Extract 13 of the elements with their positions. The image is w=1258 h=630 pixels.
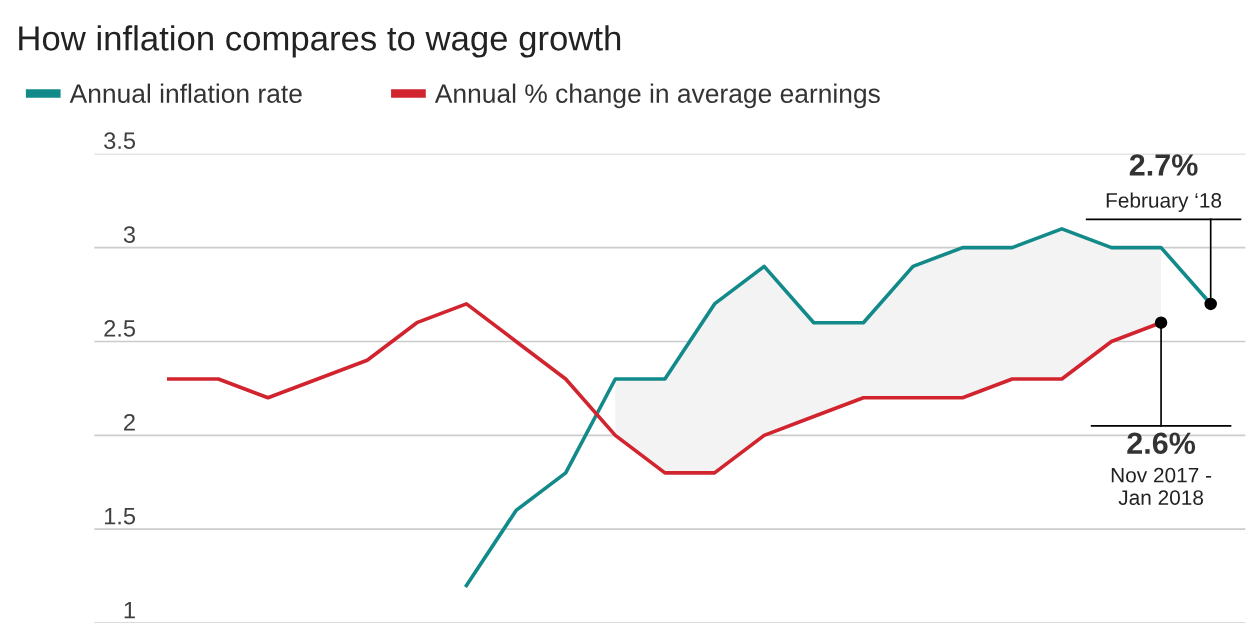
legend-label: Annual % change in average earnings — [434, 83, 880, 109]
y-tick-label: 3 — [123, 226, 135, 243]
annotation: 2.6% — [1127, 432, 1196, 455]
y-tick-label: 1 — [124, 601, 135, 619]
chart-title: How inflation compares to wage growth — [19, 25, 621, 58]
annotation: February ‘18 — [1106, 192, 1222, 212]
y-tick-label: 3.5 — [104, 132, 136, 150]
y-tick-label: 2 — [124, 413, 135, 431]
legend-label: Annual inflation rate — [69, 83, 302, 103]
y-tick-label: 1.5 — [105, 508, 136, 525]
annotation: 2.7% — [1129, 154, 1198, 176]
annotation: Nov 2017 - Jan 2018 — [1111, 467, 1212, 505]
y-tick-label: 2.5 — [104, 320, 136, 337]
